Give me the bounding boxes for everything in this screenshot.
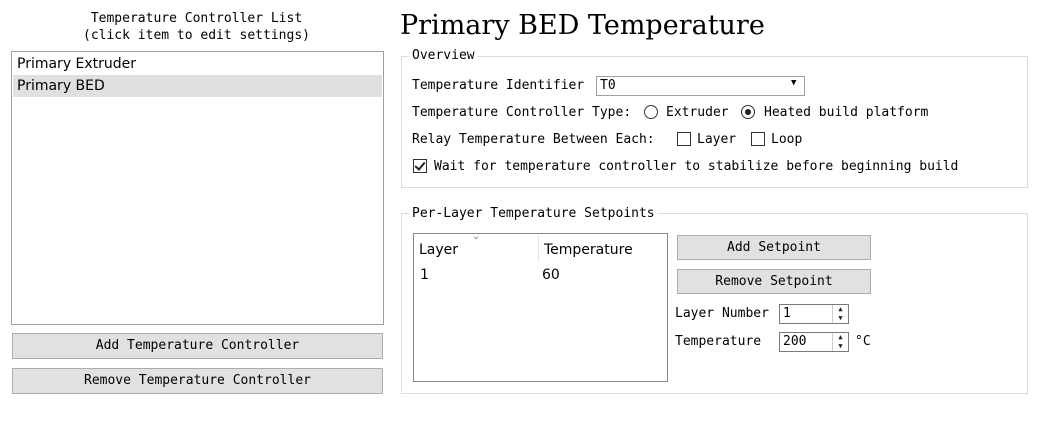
layer-number-value[interactable]: 1 (783, 306, 791, 321)
temperature-identifier-value: T0 (600, 78, 616, 93)
table-cell-layer[interactable]: 1 (420, 267, 429, 283)
controller-list-title: Temperature Controller List (click item … (10, 10, 383, 44)
radio-heated-build-platform-label[interactable]: Heated build platform (764, 105, 929, 120)
sort-chevron-icon: ⌄ (472, 231, 481, 242)
relay-temperature-label: Relay Temperature Between Each: (412, 132, 655, 147)
spin-down-icon[interactable]: ▼ (838, 342, 843, 350)
controller-type-label: Temperature Controller Type: (412, 105, 632, 120)
setpoints-group (401, 213, 1028, 394)
relay-loop-checkbox[interactable] (751, 132, 765, 146)
overview-legend: Overview (409, 48, 478, 64)
remove-setpoint-button[interactable]: Remove Setpoint (677, 269, 871, 294)
page-title: Primary BED Temperature (400, 10, 765, 41)
table-cell-temperature[interactable]: 60 (542, 267, 560, 283)
spin-up-icon[interactable]: ▲ (838, 305, 843, 313)
add-setpoint-button[interactable]: Add Setpoint (677, 235, 871, 260)
setpoint-table[interactable]: ⌄ Layer Temperature 1 60 (413, 231, 668, 382)
spin-up-icon[interactable]: ▲ (838, 333, 843, 341)
column-header-temperature[interactable]: Temperature (544, 242, 633, 258)
temperature-unit-label: °C (855, 334, 871, 349)
temperature-spinbox[interactable]: 200 ▲ ▼ (779, 332, 849, 352)
dropdown-arrow-icon[interactable]: ▼ (791, 78, 797, 88)
relay-layer-checkbox[interactable] (677, 132, 691, 146)
layer-number-spin-buttons: ▲ ▼ (832, 305, 848, 323)
radio-extruder-label[interactable]: Extruder (666, 105, 729, 120)
list-item-primary-bed[interactable]: Primary BED (13, 75, 382, 97)
column-divider[interactable] (538, 236, 539, 262)
wait-stabilize-checkbox[interactable] (413, 159, 427, 173)
controller-list[interactable]: Primary Extruder Primary BED (11, 51, 384, 325)
layer-number-label: Layer Number (675, 306, 769, 321)
setpoints-legend: Per-Layer Temperature Setpoints (409, 206, 658, 222)
radio-heated-build-platform[interactable] (741, 105, 755, 119)
remove-temperature-controller-button[interactable]: Remove Temperature Controller (12, 368, 383, 394)
overview-group (401, 56, 1028, 188)
radio-extruder[interactable] (644, 105, 658, 119)
list-item-primary-extruder[interactable]: Primary Extruder (17, 56, 137, 72)
temperature-value[interactable]: 200 (783, 334, 807, 349)
controller-list-title-line2: (click item to edit settings) (83, 28, 310, 43)
wait-stabilize-label[interactable]: Wait for temperature controller to stabi… (434, 159, 959, 174)
temperature-identifier-select[interactable] (596, 76, 805, 96)
temperature-spin-buttons: ▲ ▼ (832, 333, 848, 351)
add-temperature-controller-button[interactable]: Add Temperature Controller (12, 333, 383, 359)
checkmark-icon (414, 159, 426, 171)
temperature-label: Temperature (675, 334, 762, 349)
controller-list-title-line1: Temperature Controller List (90, 11, 303, 26)
relay-layer-label[interactable]: Layer (697, 132, 737, 147)
temperature-identifier-label: Temperature Identifier (412, 78, 585, 93)
column-header-layer[interactable]: Layer (419, 242, 459, 258)
layer-number-spinbox[interactable]: 1 ▲ ▼ (779, 304, 849, 324)
relay-loop-label[interactable]: Loop (771, 132, 803, 147)
spin-down-icon[interactable]: ▼ (838, 314, 843, 322)
